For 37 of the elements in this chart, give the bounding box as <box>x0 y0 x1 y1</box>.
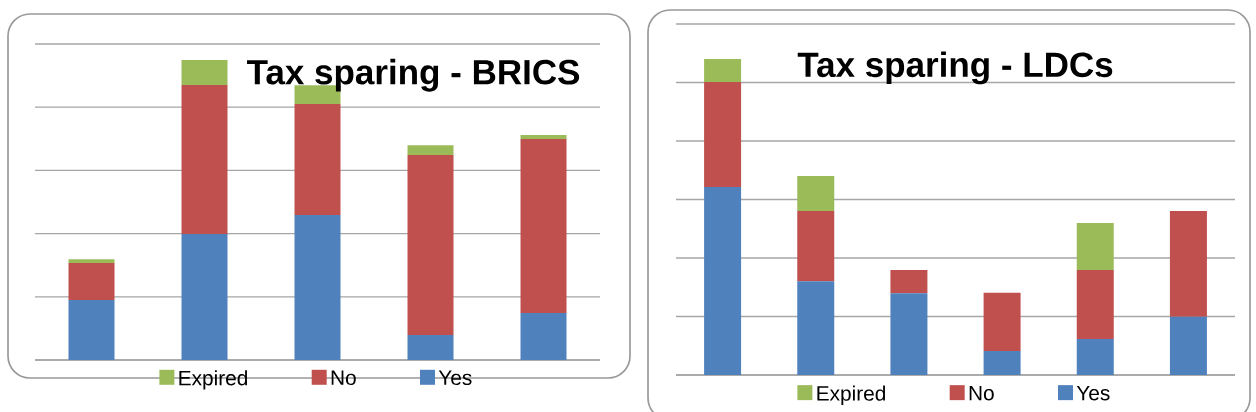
bar <box>68 259 115 264</box>
legend-label: Yes <box>1076 385 1110 401</box>
legend-label: Expired <box>179 370 247 390</box>
bar <box>1169 211 1207 317</box>
legend-label: Expired <box>817 385 885 405</box>
bar <box>407 155 454 336</box>
bar <box>68 300 115 360</box>
legend-label: No <box>969 385 994 401</box>
bar <box>407 335 454 360</box>
bar <box>407 145 454 156</box>
bar <box>797 281 835 375</box>
chart-title: Tax sparing - BRICS <box>247 58 580 92</box>
chart-title: Tax sparing - LDCs <box>797 51 1113 85</box>
bar <box>181 60 228 85</box>
bar <box>983 292 1021 351</box>
bar <box>797 175 835 211</box>
bar <box>520 138 567 313</box>
legend-label: No <box>331 370 356 386</box>
legend-label: Yes <box>438 370 472 386</box>
bar <box>704 59 742 83</box>
bar <box>520 135 567 139</box>
bar <box>1076 223 1114 271</box>
bar <box>890 293 928 375</box>
bar <box>68 263 115 300</box>
bar <box>520 312 567 360</box>
bar <box>797 211 835 282</box>
bar <box>1076 338 1114 375</box>
bar <box>704 82 742 187</box>
bar <box>704 186 742 375</box>
bar <box>181 84 228 234</box>
bar <box>1169 316 1207 375</box>
bar <box>983 350 1021 375</box>
bar <box>294 104 341 216</box>
bar <box>1076 270 1114 339</box>
bar <box>181 234 228 360</box>
bar <box>890 270 928 294</box>
bar <box>294 215 341 360</box>
